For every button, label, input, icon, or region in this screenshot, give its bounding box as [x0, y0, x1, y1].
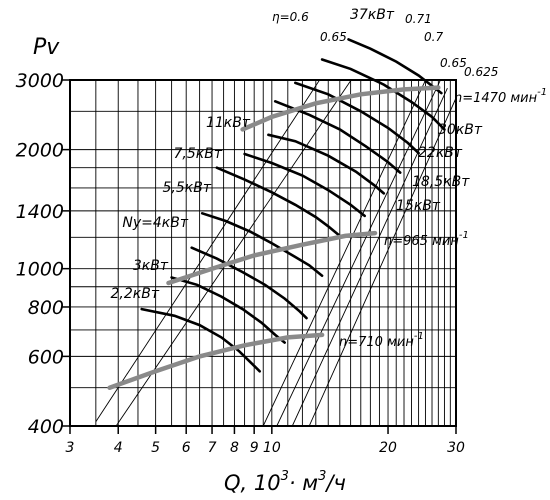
- y-tick-label-0: 400: [28, 416, 64, 438]
- speed-label-1: n=965 мин-1: [384, 230, 469, 249]
- y-tick-label-2: 800: [28, 297, 64, 319]
- efficiency-label-5: 0.625: [464, 65, 498, 79]
- power-label-9: 3кВт: [133, 258, 169, 274]
- x-tick-label-7: 10: [263, 440, 281, 456]
- x-axis-label: Q, 103· м3/ч: [224, 469, 346, 495]
- power-curve-4: [267, 133, 386, 195]
- power-curve-6: [215, 166, 342, 238]
- efficiency-line-1: [115, 80, 352, 426]
- power-curve-9: [170, 276, 286, 344]
- speed-curve-1: [166, 230, 378, 286]
- power-label-3: 18,5кВт: [412, 174, 470, 190]
- speed-curve-0: [240, 85, 441, 132]
- x-tick-label-9: 30: [447, 440, 465, 456]
- y-tick-label-5: 2000: [16, 140, 64, 162]
- power-label-1: 30кВт: [438, 122, 483, 138]
- power-label-8: Ny=4кВт: [122, 215, 188, 231]
- x-tick-label-4: 7: [208, 440, 217, 456]
- grid-layer: [69, 79, 457, 427]
- x-tick-label-1: 4: [114, 440, 123, 456]
- y-tick-label-1: 600: [28, 346, 64, 368]
- efficiency-label-4: 0.65: [440, 56, 467, 70]
- power-curve-1: [320, 58, 446, 131]
- x-tick-label-8: 20: [379, 440, 397, 456]
- speed-label-exp-2: -1: [414, 331, 424, 342]
- power-label-7: 5,5кВт: [163, 180, 212, 196]
- y-tick-label-6: 3000: [16, 70, 64, 92]
- x-axis-label-text: Q, 10: [224, 471, 281, 495]
- power-curve-7: [200, 212, 324, 277]
- y-axis-label: Pv: [33, 35, 60, 60]
- plot-frame: [69, 79, 457, 427]
- axis-ticks: [62, 79, 457, 434]
- x-axis-label-exp2: 3: [318, 469, 326, 484]
- x-axis-label-exp1: 3: [281, 469, 289, 484]
- x-tick-label-2: 5: [151, 440, 160, 456]
- power-label-10: 2,2кВт: [111, 286, 160, 302]
- chart-labels: 400 600 800 1000 1400 2000 3000 3 4 5 6 7 8 9 10 20 30 η=…: [16, 7, 547, 456]
- efficiency-line-4: [291, 88, 448, 426]
- x-tick-label-0: 3: [66, 440, 75, 456]
- x-tick-label-5: 8: [230, 440, 239, 456]
- power-label-5: 11кВт: [206, 115, 251, 131]
- power-label-0: 37кВт: [350, 7, 395, 23]
- speed-label-exp-1: -1: [459, 230, 469, 241]
- power-curve-2: [294, 81, 420, 155]
- y-tick-label-3: 1000: [16, 259, 64, 281]
- efficiency-label-3: 0.7: [424, 30, 443, 44]
- efficiency-label-2: 0.71: [405, 12, 432, 26]
- efficiency-label-0: η=0.6: [272, 10, 309, 24]
- power-curve-5: [243, 152, 366, 218]
- speed-label-0: n=1470 мин-1: [454, 87, 547, 106]
- power-curve-8: [190, 246, 308, 320]
- power-curve-0: [347, 38, 443, 95]
- speed-label-text-2: n=710 мин: [339, 335, 414, 350]
- y-tick-label-4: 1400: [16, 201, 64, 223]
- power-label-4: 15кВт: [396, 198, 441, 214]
- speed-curves: [107, 85, 441, 390]
- speed-label-2: n=710 мин-1: [339, 331, 424, 350]
- efficiency-line-2: [262, 80, 427, 426]
- x-tick-label-6: 9: [250, 440, 259, 456]
- efficiency-line-3: [276, 80, 441, 426]
- efficiency-line-0: [95, 80, 321, 423]
- efficiency-lines: [95, 80, 456, 426]
- speed-label-exp-0: -1: [537, 87, 547, 98]
- efficiency-label-1: 0.65: [320, 30, 347, 44]
- speed-label-text-1: n=965 мин: [384, 234, 459, 249]
- speed-curve-2: [107, 332, 325, 390]
- efficiency-line-5: [308, 97, 456, 426]
- power-label-2: 22кВт: [418, 145, 463, 161]
- x-axis-label-unit: · м: [289, 471, 318, 495]
- power-curve-10: [140, 307, 261, 373]
- power-label-6: 7,5кВт: [174, 146, 223, 162]
- power-curves: [140, 38, 446, 373]
- speed-label-text-0: n=1470 мин: [454, 91, 538, 106]
- x-axis-label-tail: /ч: [324, 471, 345, 495]
- power-curve-3: [273, 100, 402, 174]
- x-tick-label-3: 6: [182, 440, 191, 456]
